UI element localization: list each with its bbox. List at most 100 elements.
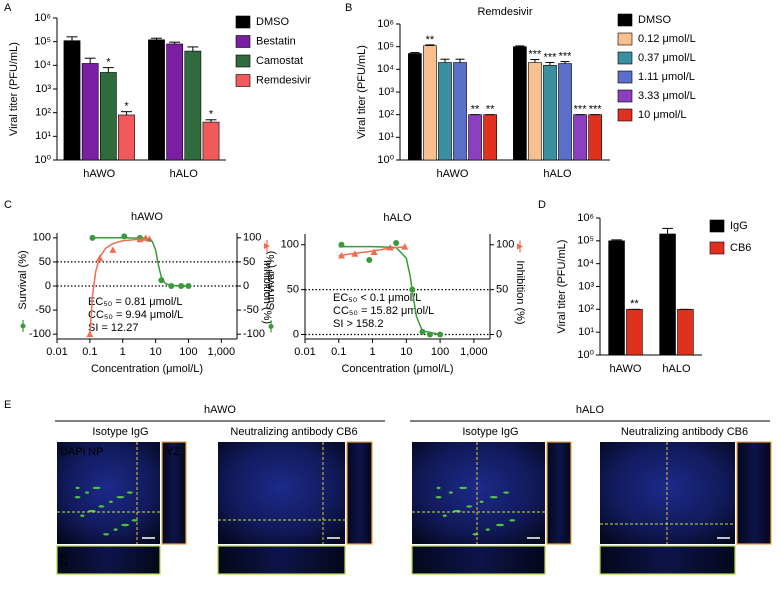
- point: [370, 248, 378, 255]
- y-tick-label: 10¹: [378, 131, 394, 143]
- fit-curve: [338, 245, 441, 336]
- annotation: CC₅₀ = 9.94 μmol/L: [88, 309, 183, 321]
- point: [145, 235, 153, 242]
- axis-label-marker: [517, 243, 523, 250]
- np-signal: [442, 514, 447, 517]
- y-tick-label: 10⁰: [377, 154, 394, 166]
- significance-label: **: [426, 34, 435, 46]
- bar: [148, 39, 165, 161]
- chart-title: hALO: [383, 212, 412, 224]
- np-signal: [92, 486, 101, 490]
- significance-label: *: [209, 109, 214, 121]
- y-tick-label: 10⁰: [577, 349, 594, 361]
- legend-label: 0.12 μmol/L: [638, 33, 696, 45]
- y-tick-label: 100: [281, 239, 299, 251]
- legend-swatch: [617, 13, 633, 27]
- bar: [573, 114, 587, 161]
- y-tick-label: 10⁴: [34, 59, 51, 71]
- bar: [99, 72, 117, 161]
- bar: [468, 114, 482, 161]
- panel-label: A: [4, 2, 12, 14]
- legend-swatch: [709, 219, 725, 233]
- legend-swatch: [617, 70, 633, 84]
- legend-swatch: [235, 54, 251, 68]
- bar: [408, 53, 422, 161]
- np-signal: [113, 528, 118, 531]
- np-signal: [108, 500, 113, 504]
- x-tick-label: 1,000: [460, 346, 488, 358]
- image-xz: [217, 545, 346, 575]
- y-tick-label: 10³: [578, 280, 594, 292]
- point: [393, 239, 400, 246]
- x-tick-label: 100: [431, 346, 449, 358]
- x-tick-label: 0.01: [294, 346, 315, 358]
- y-tick-label: 10⁵: [377, 41, 394, 53]
- y-tick-label: 10¹: [578, 326, 594, 338]
- point: [109, 246, 117, 253]
- fit-curve: [338, 245, 407, 257]
- y-tick-label: 10²: [378, 109, 394, 121]
- legend-swatch: [235, 15, 251, 29]
- image-xz: [56, 545, 161, 575]
- np-signal: [103, 533, 110, 536]
- bar: [483, 114, 497, 161]
- x-tick-label: hAWO: [83, 168, 115, 180]
- x-tick-label: hALO: [543, 168, 572, 180]
- legend-label: DMSO: [638, 14, 671, 26]
- legend-label: IgG: [730, 220, 748, 232]
- np-signal: [75, 486, 80, 490]
- bar: [453, 62, 467, 161]
- x-axis-label: Concentration (μmol/L): [91, 363, 203, 375]
- image: [218, 442, 345, 544]
- point: [419, 328, 426, 335]
- significance-label: ***: [544, 51, 558, 63]
- np-signal: [509, 519, 516, 522]
- significance-label: **: [630, 298, 639, 310]
- channel-label: NP: [88, 446, 103, 458]
- x-tick-label: hAWO: [610, 363, 642, 375]
- bar: [63, 40, 81, 161]
- y2-axis-label: Inhibition (%): [514, 260, 526, 324]
- y2-tick-label: -100: [243, 328, 265, 340]
- bar: [543, 65, 557, 161]
- x-tick-label: 1: [120, 346, 126, 358]
- bar: [626, 309, 643, 356]
- y-tick-label: -100: [29, 328, 51, 340]
- image-yz: [346, 441, 373, 545]
- y2-tick-label: 0: [496, 328, 502, 340]
- legend-label: DMSO: [256, 16, 289, 28]
- legend-label: Bestatin: [256, 35, 296, 47]
- x-tick-label: 10: [149, 346, 161, 358]
- significance-label: ***: [589, 104, 603, 116]
- annotation: SI = 12.27: [88, 322, 138, 334]
- legend-label: Camostat: [256, 55, 303, 67]
- x-tick-label: 0.01: [46, 346, 67, 358]
- bar: [528, 62, 542, 161]
- np-signal: [448, 491, 453, 494]
- legend-swatch: [617, 108, 633, 122]
- significance-label: **: [486, 104, 495, 116]
- legend-swatch: [617, 32, 633, 46]
- y2-tick-label: -50: [243, 304, 259, 316]
- np-signal: [503, 491, 510, 494]
- y2-tick-label: 100: [496, 239, 514, 251]
- x-axis-label: Concentration (μmol/L): [341, 363, 453, 375]
- legend-swatch: [709, 241, 725, 255]
- axis-label-marker: [264, 243, 270, 249]
- image-title: Neutralizing antibody CB6: [230, 426, 357, 438]
- significance-label: ***: [574, 104, 588, 116]
- x-tick-label: 1: [369, 346, 375, 358]
- bar: [588, 114, 602, 161]
- np-signal: [489, 495, 498, 499]
- image-xz: [599, 545, 736, 575]
- legend-label: Remdesivir: [256, 74, 311, 86]
- significance-label: **: [471, 104, 480, 116]
- bar: [81, 63, 99, 161]
- y-tick-label: 0: [45, 280, 51, 292]
- y-axis-label: Viral titer (PFU/mL): [356, 45, 368, 139]
- np-signal: [435, 495, 442, 499]
- legend-label: 10 μmol/L: [638, 109, 687, 121]
- annotation: SI > 158.2: [333, 318, 383, 330]
- group-title: hALO: [576, 404, 605, 416]
- image-title: Isotype IgG: [462, 426, 518, 438]
